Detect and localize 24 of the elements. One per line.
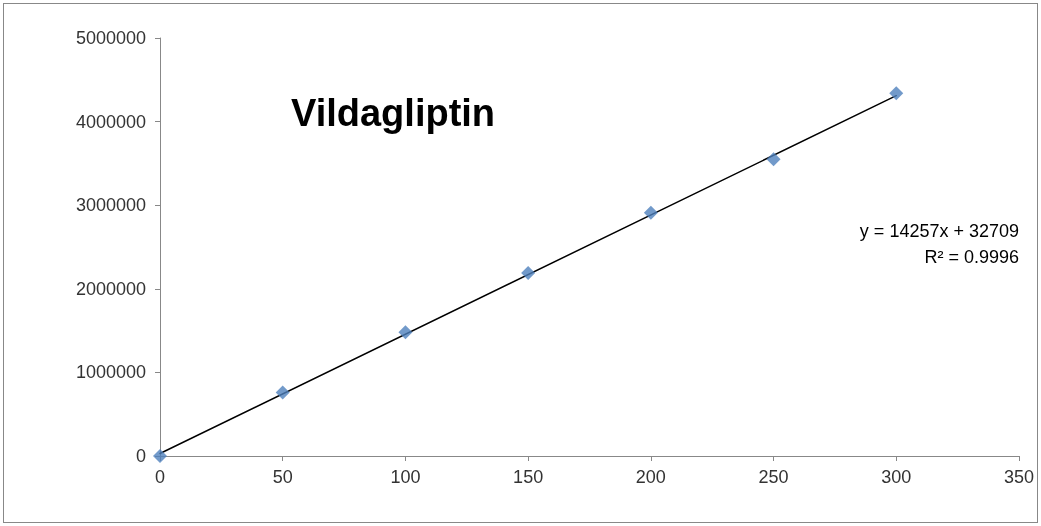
y-tick-label: 3000000 bbox=[75, 195, 146, 216]
annotation: y = 14257x + 32709 bbox=[859, 221, 1020, 241]
x-tick-label: 250 bbox=[758, 467, 789, 487]
point bbox=[398, 325, 413, 340]
annotation: R² = 0.9996 bbox=[924, 247, 1019, 267]
x-tick-label: 100 bbox=[390, 467, 421, 487]
point bbox=[643, 205, 658, 220]
x-tick-label: 50 bbox=[272, 467, 293, 487]
y-tick-label: 4000000 bbox=[75, 111, 146, 132]
point bbox=[889, 86, 904, 101]
point bbox=[521, 265, 536, 280]
x-tick-label: 0 bbox=[154, 467, 166, 487]
point bbox=[275, 385, 290, 400]
x-tick-label: 200 bbox=[635, 467, 666, 487]
x-tick-label: 300 bbox=[881, 467, 912, 487]
y-tick-label: 2000000 bbox=[75, 278, 146, 299]
y-tick-label: 1000000 bbox=[75, 362, 146, 383]
y-tick-label: 5000000 bbox=[75, 28, 146, 48]
text: Vildagliptin bbox=[291, 92, 496, 134]
x-tick-label: 350 bbox=[1003, 467, 1035, 487]
y-tick-label: 0 bbox=[135, 446, 146, 466]
x-tick-label: 150 bbox=[513, 467, 544, 487]
point bbox=[153, 449, 167, 463]
point bbox=[766, 152, 781, 167]
